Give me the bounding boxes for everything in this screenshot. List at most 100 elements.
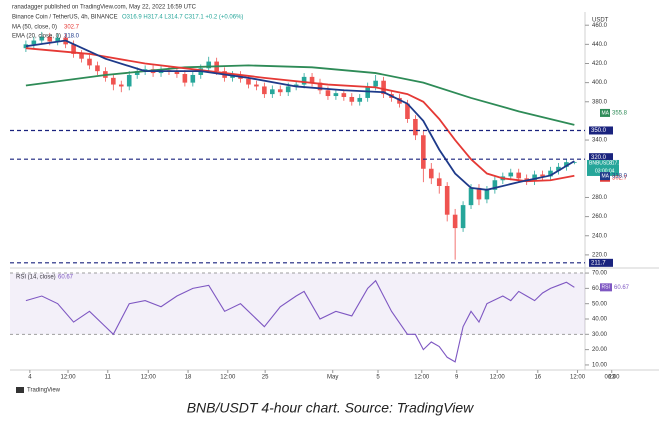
rsi-last-value: 60.67 [614,285,630,291]
y-tick-label: 420.0 [592,61,608,67]
price-plot [23,31,577,260]
candle-body [79,53,84,59]
candle-body [532,174,537,182]
x-tick-label: 5 [376,375,380,381]
candle-body [428,168,434,179]
candle-body [47,36,53,42]
legend-value: 302.7 [64,25,80,31]
x-tick-label: 23 [608,375,615,381]
candle-body [270,89,275,95]
x-tick-label: 11 [105,375,112,381]
ma-tag-box [600,172,610,181]
level-label-box [589,258,613,267]
level-label: 211.7 [591,260,606,266]
level-label: 350.0 [591,128,607,134]
ohlc-label: O316.9 H317.4 L314.7 C317.1 +0.2 (+0.06%… [122,15,243,21]
y-tick-label: 380.0 [592,99,608,105]
candle-body [190,74,196,83]
candle-body [333,93,339,97]
x-tick-label: 16 [534,375,541,381]
candle-body [556,166,561,171]
candle-body [548,170,553,177]
x-tick-label: 12:00 [61,375,77,381]
candle-body [373,80,378,87]
x-tick-label: 12:00 [414,375,430,381]
level-label: 320.0 [591,155,607,161]
x-tick-label: 12:00 [141,375,157,381]
y-tick-label: 220.0 [592,252,608,258]
ma-value: 302.7 [612,175,628,181]
candle-body [309,76,315,83]
ma-value: 355.8 [612,111,628,117]
y-tick-label: 440.0 [592,42,608,48]
x-tick-label: 4 [28,375,32,381]
rsi-y-tick-label: 40.00 [592,317,608,323]
candle-body [39,36,45,41]
ma-value: 318.0 [612,174,628,180]
legend-entry: MA (50, close, 0) [12,25,57,31]
x-tick-label: May [327,375,338,381]
candle-body [325,90,331,97]
candle-body [468,187,474,206]
rsi-y-tick-label: 70.00 [592,271,608,277]
x-tick-label: 9 [455,375,459,381]
candle-body [357,97,363,102]
candle-body [516,172,522,179]
candle-body [460,205,466,229]
candle-body [23,44,29,49]
candle-body [126,74,132,87]
candle-body [564,162,569,167]
candle-body [182,74,188,83]
countdown: 03:00:04 [595,168,615,174]
x-tick-label: 12:00 [220,375,236,381]
level-label-box [589,153,613,162]
candle-body [246,78,251,85]
candle-body [381,80,386,95]
candle-body [71,44,76,54]
rsi-line [25,279,575,363]
candle-body [262,86,267,95]
last-price-box [587,159,619,176]
candle-body [174,71,180,75]
rsi-y-tick-label: 20.00 [592,347,608,353]
candle-body [413,118,418,136]
candle-body [476,187,482,200]
logo: TradingView [27,388,61,394]
ma-tag: MA [602,110,610,116]
last-price: 317.1 [609,160,622,166]
published: ranadagger published on TradingView.com,… [12,5,197,11]
candle-body [484,189,490,200]
x-tick-label: 06:00 [604,375,620,381]
rsi-band [10,273,585,335]
legend-value: 318.0 [64,34,80,40]
level-label-box [589,126,613,135]
rsi-value: 60.67 [58,275,74,281]
x-tick-label: 12:00 [490,375,506,381]
candle-body [254,84,259,87]
candle-body [87,58,92,66]
y-tick-label: 260.0 [592,214,608,220]
candle-body [436,178,442,186]
y-tick-label: 460.0 [592,23,608,29]
candle-body [317,82,323,91]
x-tick-label: 25 [262,375,269,381]
y-tick-label: 340.0 [592,138,608,144]
logo-icon [16,387,24,393]
symbol-title: Binance Coin / TetherUS, 4h, BINANCE [12,15,118,21]
candle-body [341,93,347,97]
y-tick-label: 400.0 [592,80,608,86]
rsi-y-tick-label: 30.00 [592,332,608,338]
rsi-title: RSI (14, close) [16,275,56,281]
moving-average [25,39,575,191]
rsi-y-tick-label: 50.00 [592,301,608,307]
y-tick-label: 240.0 [592,233,608,239]
candle-body [55,37,60,42]
candle-body [492,180,498,190]
candle-body [134,71,140,75]
candle-body [421,135,426,169]
legend-entry: EMA (20, close, 0) [12,34,61,40]
candle-body [118,84,124,87]
candle-body [285,86,291,93]
rsi-tag: RSI [602,285,610,291]
